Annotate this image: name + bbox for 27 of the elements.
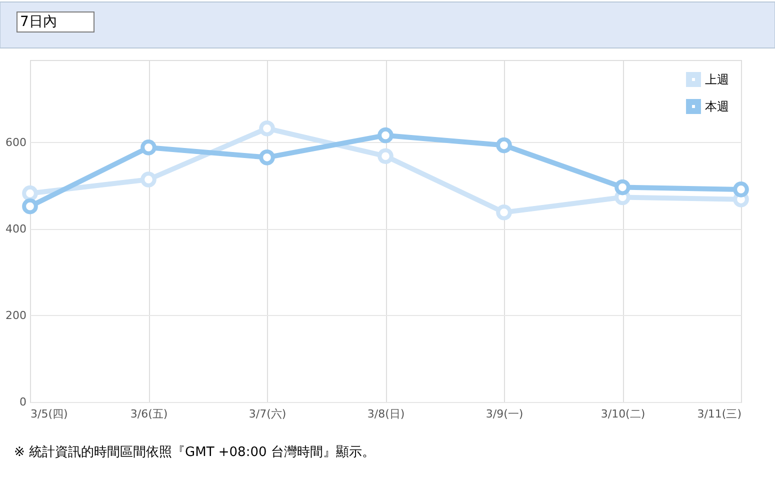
y-tick-label: 0: [20, 396, 26, 408]
legend-label: 本週: [705, 100, 729, 114]
y-tick-label: 200: [6, 308, 26, 322]
x-tick-label: 3/11(三): [697, 408, 742, 420]
point: [733, 182, 749, 198]
legend-label: 上週: [705, 72, 729, 86]
point: [140, 140, 156, 156]
point: [378, 148, 394, 164]
x-tick-label: 3/9(一): [486, 408, 524, 420]
x-tick-label: 3/8(日): [367, 408, 405, 420]
point: [378, 127, 394, 144]
x-tick-label: 3/5(四): [30, 408, 68, 420]
text: ※ 統計資訊的時間區間依照『GMT +08:00 台灣時間』顯示。: [14, 445, 375, 460]
point: [496, 204, 512, 220]
y-tick-label: 400: [6, 222, 26, 236]
y-tick-label: 600: [6, 136, 26, 149]
point: [22, 185, 38, 202]
x-tick-label: 3/10(二): [600, 408, 646, 420]
point: [259, 150, 275, 166]
text: 7日內: [20, 14, 57, 30]
point: [614, 179, 630, 196]
point: [259, 120, 275, 136]
x-tick-label: 3/6(五): [130, 408, 168, 420]
point: [496, 137, 512, 154]
point: [140, 172, 156, 188]
point: [22, 198, 38, 214]
x-tick-label: 3/7(六): [248, 408, 286, 420]
